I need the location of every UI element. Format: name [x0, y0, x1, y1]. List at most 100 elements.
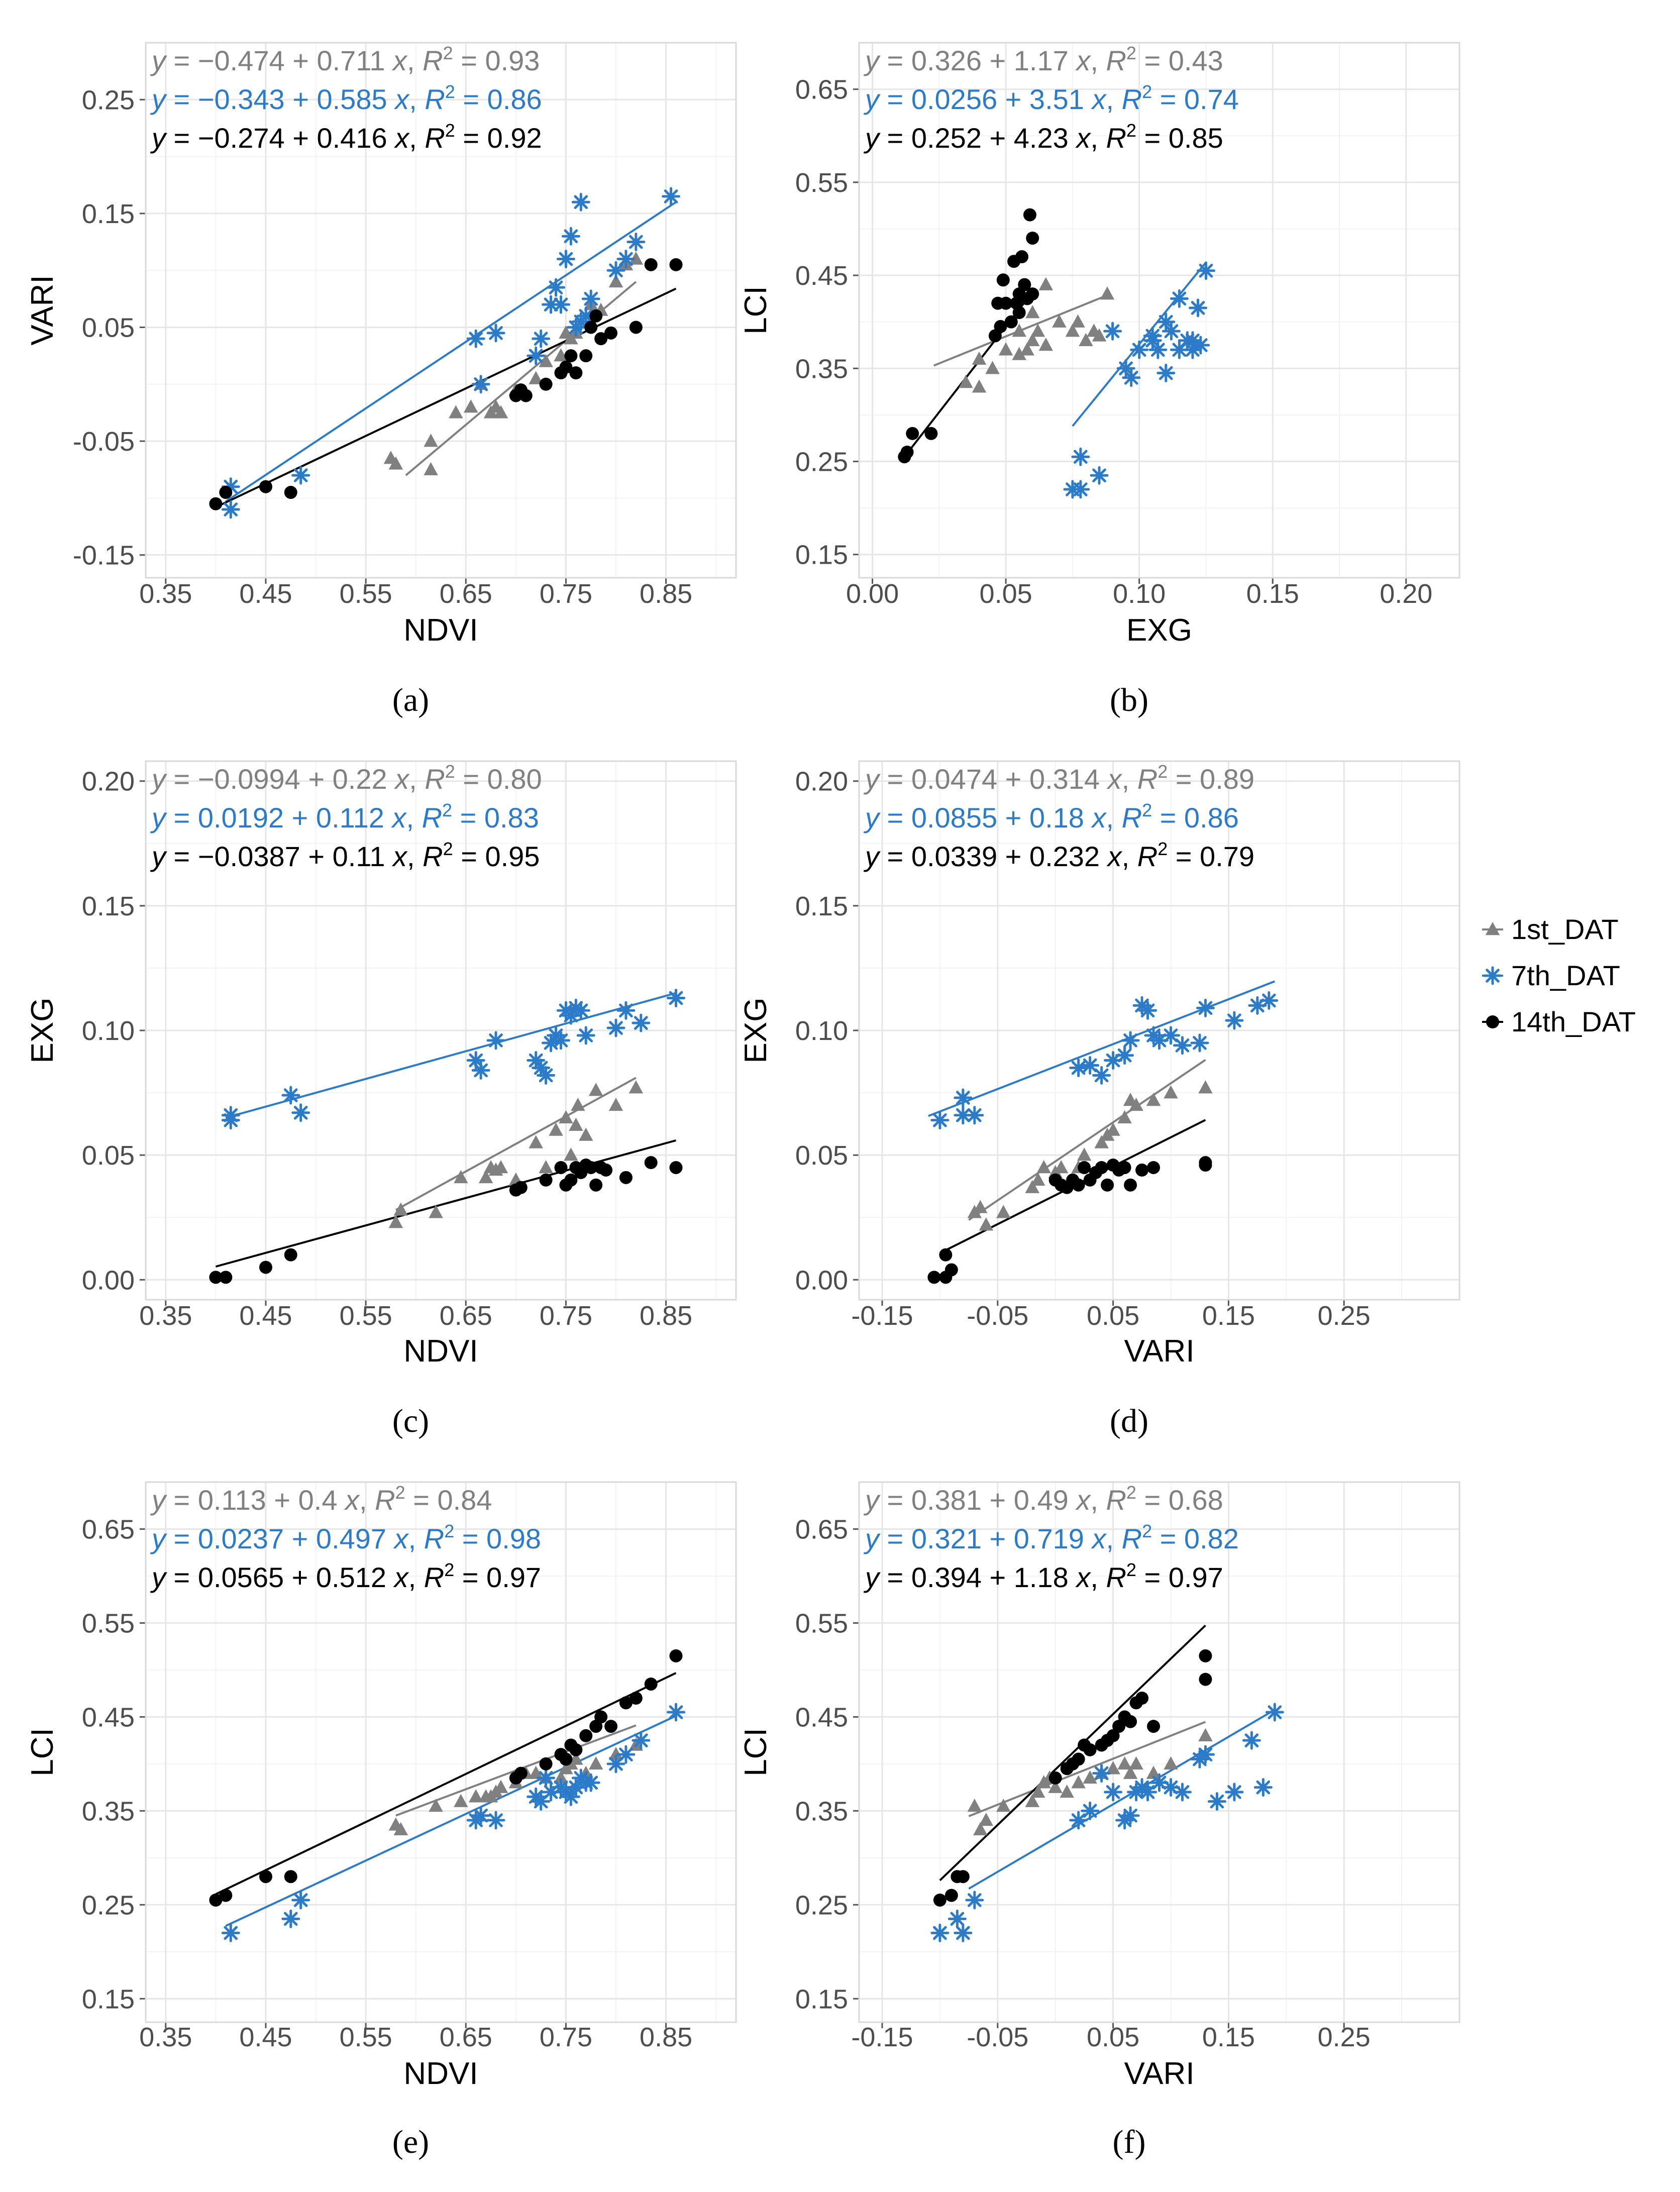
point-asterisk-marker	[537, 1768, 556, 1788]
regression-equation: y = 0.0256 + 3.51 x, R2 = 0.74	[863, 81, 1239, 115]
x-tick-label: 0.20	[1380, 579, 1432, 609]
regression-equation: y = 0.0855 + 0.18 x, R2 = 0.86	[863, 800, 1239, 833]
point-circle-marker	[669, 1649, 683, 1662]
point-asterisk-marker	[632, 1731, 651, 1750]
point-circle-marker	[1072, 1752, 1085, 1766]
point-triangle-marker	[393, 1202, 408, 1216]
regression-equation: y = −0.0387 + 0.11 x, R2 = 0.95	[150, 839, 540, 872]
point-triangle-marker	[1020, 342, 1034, 356]
legend-label: 1st_DAT	[1511, 913, 1619, 945]
point-circle-marker	[669, 1161, 683, 1174]
y-tick-label: 0.25	[795, 447, 848, 477]
point-asterisk-marker	[221, 1106, 240, 1125]
point-circle-marker	[594, 1710, 608, 1724]
point-triangle-marker	[996, 1205, 1011, 1218]
point-asterisk-marker	[566, 998, 585, 1017]
panel-caption: (a)	[392, 682, 429, 718]
x-tick-label: 0.75	[540, 2022, 592, 2052]
point-circle-marker	[564, 1173, 578, 1187]
point-asterisk-marker	[532, 1792, 551, 1811]
x-tick-label: 0.15	[1202, 2022, 1255, 2052]
point-circle-marker	[1012, 306, 1026, 320]
x-tick-label: 0.35	[139, 579, 192, 609]
point-circle-marker	[1078, 1161, 1091, 1174]
point-circle-marker	[994, 320, 1007, 333]
point-circle-marker	[539, 1173, 553, 1187]
y-tick-label: 0.35	[82, 1796, 135, 1826]
y-tick-label: 0.15	[82, 1984, 135, 2014]
y-tick-label: 0.65	[82, 1514, 135, 1544]
legend: 1st_DAT 7th_DAT 14th_DAT	[1482, 913, 1636, 1037]
point-circle-marker	[514, 1766, 528, 1780]
point-triangle-marker	[393, 1822, 408, 1835]
point-asterisk-marker	[466, 1051, 485, 1070]
point-asterisk-marker	[221, 477, 240, 496]
x-tick-label: 0.25	[1318, 1301, 1371, 1331]
x-tick-label: 0.35	[139, 2022, 192, 2052]
point-circle-marker	[284, 1248, 297, 1262]
regression-line-14th-dat	[939, 1624, 1206, 1882]
point-asterisk-marker	[566, 1778, 585, 1797]
x-tick-label: -0.15	[851, 2022, 913, 2052]
point-asterisk-marker	[1253, 1778, 1273, 1797]
x-tick-label: 0.65	[440, 579, 492, 609]
regression-line-7th-dat	[225, 992, 677, 1119]
regression-equation: y = 0.0237 + 0.497 x, R2 = 0.98	[150, 1521, 541, 1554]
point-circle-marker	[1486, 1015, 1499, 1028]
x-tick-label: 0.05	[1087, 2022, 1139, 2052]
point-circle-marker	[924, 427, 938, 440]
point-triangle-marker	[529, 371, 543, 384]
y-tick-label: 0.15	[82, 199, 135, 229]
point-triangle-marker	[529, 1765, 543, 1779]
point-circle-marker	[579, 349, 593, 363]
point-asterisk-marker	[547, 278, 566, 297]
point-asterisk-marker	[606, 1754, 625, 1773]
point-triangle-marker	[1065, 324, 1080, 337]
point-circle-marker	[1118, 1161, 1131, 1174]
point-asterisk-marker	[561, 227, 580, 246]
point-triangle-marker	[463, 399, 478, 413]
point-asterisk-marker	[1173, 1036, 1192, 1055]
point-asterisk-marker	[551, 1031, 570, 1050]
regression-line-7th-dat	[928, 980, 1276, 1117]
point-triangle-marker	[1083, 1770, 1097, 1784]
point-asterisk-marker	[1143, 326, 1162, 345]
point-triangle-marker	[424, 434, 438, 447]
point-circle-marker	[219, 1889, 233, 1902]
point-circle-marker	[604, 326, 618, 340]
point-triangle-marker	[1164, 1756, 1178, 1770]
y-tick-label: -0.05	[73, 427, 135, 457]
point-asterisk-marker	[571, 1001, 590, 1020]
point-asterisk-marker	[486, 324, 505, 343]
point-triangle-marker	[1025, 305, 1040, 319]
point-circle-marker	[564, 349, 578, 363]
point-triangle-marker	[1129, 1097, 1143, 1111]
point-circle-marker	[944, 1889, 958, 1902]
point-triangle-marker	[1038, 277, 1054, 290]
legend-label: 14th_DAT	[1511, 1006, 1636, 1037]
point-asterisk-marker	[1196, 261, 1215, 280]
x-tick-label: 0.55	[340, 2022, 392, 2052]
point-triangle-marker	[454, 1794, 468, 1807]
x-axis-label: NDVI	[403, 1334, 478, 1369]
regression-equation: y = −0.343 + 0.585 x, R2 = 0.86	[150, 81, 542, 115]
y-axis-label: LCI	[739, 286, 773, 334]
point-asterisk-marker	[930, 1923, 950, 1942]
point-circle-marker	[589, 309, 603, 323]
chart-panel: -0.15 -0.05 0.05 0.15 0.25 0.00 0.05 0.10 0.15 0.…	[739, 760, 1460, 1439]
point-asterisk-marker	[291, 466, 310, 485]
point-circle-marker	[1106, 1729, 1120, 1742]
point-circle-marker	[996, 273, 1010, 287]
point-asterisk-marker	[576, 306, 595, 326]
point-triangle-marker	[628, 251, 644, 265]
x-tick-label: 0.85	[640, 1301, 692, 1331]
x-tick-label: 0.45	[239, 579, 292, 609]
point-asterisk-marker	[486, 1031, 505, 1050]
point-circle-marker	[209, 497, 223, 510]
point-asterisk-marker	[1138, 1001, 1158, 1020]
regression-equation: y = −0.474 + 0.711 x, R2 = 0.93	[150, 43, 540, 76]
y-tick-label: 0.10	[795, 1016, 848, 1046]
point-triangle-marker	[996, 1799, 1011, 1812]
point-asterisk-marker	[281, 1086, 300, 1105]
point-triangle-marker	[1030, 324, 1045, 337]
